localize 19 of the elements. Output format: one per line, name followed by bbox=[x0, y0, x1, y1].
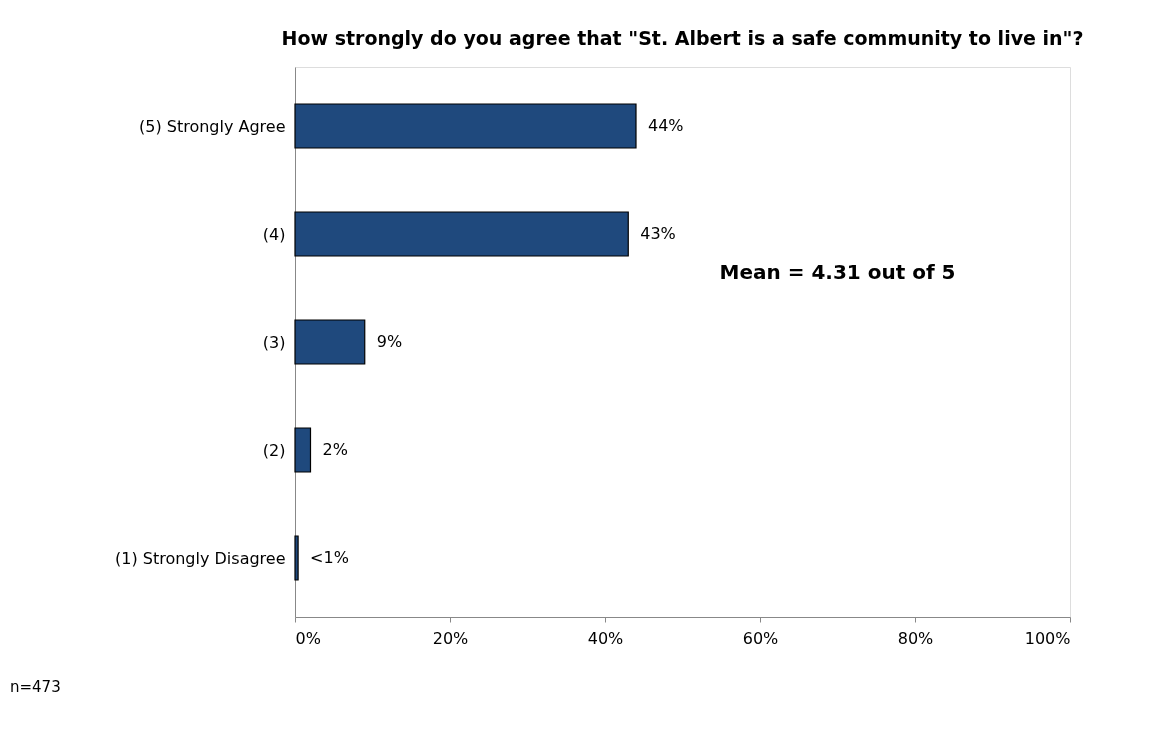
x-tick-label: 20% bbox=[432, 628, 469, 648]
x-tick-label: 0% bbox=[295, 628, 321, 648]
data-label: 2% bbox=[322, 440, 348, 459]
data-label: <1% bbox=[310, 548, 349, 567]
data-label: 9% bbox=[376, 332, 403, 351]
y-tick-label: (2) bbox=[262, 440, 286, 460]
y-tick-label: (1) Strongly Disagree bbox=[115, 548, 286, 568]
y-tick-label: (5) Strongly Agree bbox=[138, 116, 286, 136]
data-label: 44% bbox=[648, 116, 684, 135]
x-tick-label: 60% bbox=[742, 628, 779, 648]
x-tick-label: 100% bbox=[1024, 628, 1071, 648]
chart-title: How strongly do you agree that "St. Albert is a safe community to live in"? bbox=[281, 27, 1084, 49]
x-tick-label: 80% bbox=[897, 628, 934, 648]
x-tick-label: 40% bbox=[587, 628, 624, 648]
annotation: Mean = 4.31 out of 5 bbox=[719, 260, 956, 285]
data-label: 43% bbox=[640, 224, 676, 243]
y-tick-label: (3) bbox=[262, 332, 286, 352]
y-tick-label: (4) bbox=[262, 224, 286, 244]
text: n=473 bbox=[10, 678, 61, 696]
